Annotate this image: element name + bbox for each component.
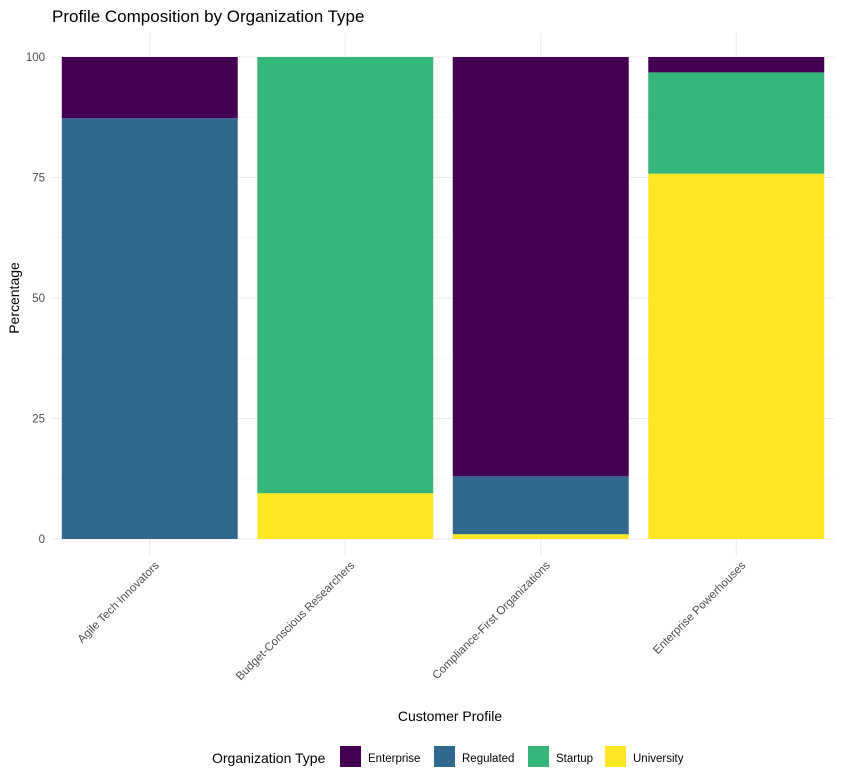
legend-key-regulated bbox=[434, 746, 455, 767]
bar-segment-startup bbox=[648, 72, 825, 174]
x-axis-ticks: Agile Tech Innovators Budget-Conscious Re… bbox=[76, 559, 749, 682]
y-tick-label: 0 bbox=[39, 534, 45, 546]
chart-title: Profile Composition by Organization Type bbox=[52, 7, 364, 26]
bar-segment-university bbox=[452, 534, 629, 539]
bar-segment-enterprise bbox=[452, 57, 629, 477]
y-tick-label: 25 bbox=[32, 414, 45, 426]
y-tick-label: 100 bbox=[26, 52, 45, 64]
legend-label-startup: Startup bbox=[556, 753, 593, 765]
x-tick-label: Enterprise Powerhouses bbox=[651, 559, 748, 656]
y-axis-ticks: 0 25 50 75 100 bbox=[26, 52, 45, 546]
bar-segment-regulated bbox=[452, 476, 629, 535]
bar-segment-enterprise bbox=[648, 57, 825, 73]
legend-title: Organization Type bbox=[212, 750, 326, 766]
legend-key-enterprise bbox=[340, 746, 361, 767]
legend-label-enterprise: Enterprise bbox=[368, 753, 420, 765]
legend-label-university: University bbox=[633, 753, 684, 765]
x-axis-title: Customer Profile bbox=[398, 708, 502, 724]
bar-segment-startup bbox=[257, 57, 434, 494]
legend: Organization Type Enterprise Regulated Sta… bbox=[212, 746, 684, 767]
legend-key-startup bbox=[528, 746, 549, 767]
bar-segment-regulated bbox=[61, 118, 238, 540]
y-tick-label: 50 bbox=[32, 293, 45, 305]
bar-segment-enterprise bbox=[61, 57, 238, 119]
legend-key-university bbox=[605, 746, 626, 767]
y-axis-title: Percentage bbox=[6, 262, 22, 334]
x-tick-label: Budget-Conscious Researchers bbox=[234, 559, 357, 682]
bar-segment-university bbox=[257, 493, 434, 539]
bars bbox=[61, 57, 825, 540]
y-tick-label: 75 bbox=[32, 173, 45, 185]
x-tick-label: Agile Tech Innovators bbox=[76, 559, 162, 645]
x-tick-label: Compliance-First Organizations bbox=[430, 559, 553, 682]
legend-label-regulated: Regulated bbox=[462, 753, 514, 765]
bar-segment-university bbox=[648, 173, 825, 540]
